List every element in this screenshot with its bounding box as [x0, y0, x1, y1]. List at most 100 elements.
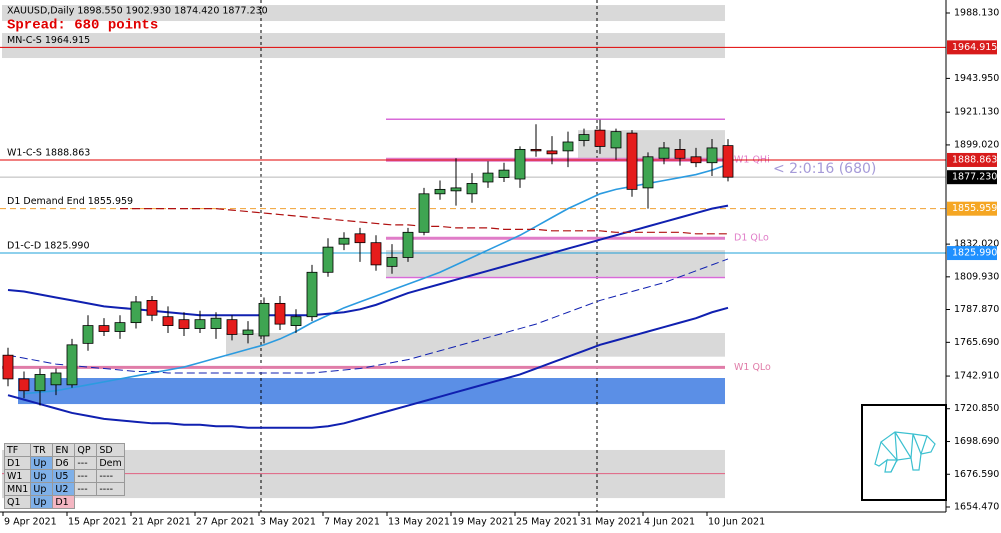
price-tag [947, 201, 997, 216]
candle-body [418, 193, 430, 233]
price-tag [947, 246, 997, 261]
table-row: W1 Up U5 --- ---- [3, 469, 125, 483]
cell: Up [30, 456, 54, 470]
table-row: D1 Up D6 --- Dem [3, 456, 125, 470]
candle-body [130, 301, 142, 324]
x-tick-label: 3 May 2021 [260, 517, 316, 528]
x-tick-label: 21 Apr 2021 [132, 517, 191, 528]
candle-body [114, 322, 126, 332]
price-tag [947, 170, 997, 185]
candle-body [610, 131, 622, 149]
candle-body [370, 242, 382, 266]
level-label: D1-C-D 1825.990 [7, 241, 90, 252]
candle-body [290, 316, 302, 326]
x-tick-label: 15 Apr 2021 [68, 517, 127, 528]
candle-body [210, 317, 222, 329]
y-tick-label: 1943.950 [954, 73, 999, 84]
price-tag-label: 1888.863 [952, 154, 997, 165]
quarter-label: W1 QLo [734, 362, 771, 373]
candle-body [98, 325, 110, 332]
candle-body [338, 237, 350, 245]
cell: D1 [52, 495, 76, 509]
table-header: TF TR EN QP SD [3, 443, 125, 457]
candle-body [466, 183, 478, 195]
cell: Dem [96, 456, 125, 470]
candle-body [722, 145, 734, 178]
x-tick-label: 4 Jun 2021 [644, 517, 695, 528]
candle-body [34, 374, 46, 392]
header-cell: SD [96, 443, 125, 457]
cell: Up [30, 482, 54, 496]
y-tick-label: 1676.590 [954, 469, 999, 480]
cell: W1 [3, 469, 32, 483]
candle-body [514, 148, 526, 180]
header-cell: TR [30, 443, 54, 457]
spread: Spread: 680 points [7, 18, 158, 34]
candle-body [146, 300, 158, 316]
indicator-line [23, 163, 729, 395]
y-tick-label: 1921.130 [954, 107, 999, 118]
y-tick-label: 1832.020 [954, 239, 999, 250]
y-tick-label: 1787.870 [954, 304, 999, 315]
zone [18, 378, 725, 405]
chart-title: XAUUSD,Daily 1898.550 1902.930 1874.420 … [7, 6, 268, 17]
candle-body [434, 188, 446, 195]
indicator-line [7, 204, 729, 317]
price-tag [947, 40, 997, 55]
y-tick-label: 1720.850 [954, 403, 999, 414]
price-tag-label: 1877.230 [952, 172, 997, 183]
zone [2, 33, 725, 59]
candle-body [242, 329, 254, 335]
x-tick-label: 25 May 2021 [516, 517, 578, 528]
candle-body [690, 156, 702, 164]
zone [226, 332, 725, 357]
cell: U2 [52, 482, 76, 496]
candle-body [226, 319, 238, 335]
x-tick-label: 31 May 2021 [580, 517, 642, 528]
level-label: MN-C-S 1964.915 [7, 35, 90, 46]
candle-body [178, 319, 190, 329]
candle-body [322, 246, 334, 273]
candle-body [482, 172, 494, 183]
y-tick-label: 1698.690 [954, 436, 999, 447]
y-tick-label: 1809.930 [954, 271, 999, 282]
candle-body [706, 147, 718, 164]
x-tick-label: 13 May 2021 [388, 517, 450, 528]
candle-body [626, 132, 638, 190]
level-label: W1-C-S 1888.863 [7, 147, 90, 158]
candle-body [258, 302, 270, 337]
y-tick-label: 1899.020 [954, 139, 999, 150]
trend-table: TF TR EN QP SD D1 Up D6 --- Dem W1 Up U5… [3, 443, 125, 509]
x-tick-label: 7 May 2021 [324, 517, 380, 528]
y-tick-label: 1654.470 [954, 502, 999, 513]
table-row: Q1 Up D1 [3, 495, 125, 509]
price-tag-label: 1825.990 [952, 248, 997, 259]
candle-body [82, 325, 94, 344]
zone [386, 250, 725, 277]
header-cell: TF [3, 443, 32, 457]
cell: Q1 [3, 495, 32, 509]
cell: MN1 [3, 482, 32, 496]
candle-body [450, 187, 462, 192]
candle-body [18, 378, 30, 392]
quarter-label: D1 QLo [734, 233, 769, 244]
x-tick-label: 9 Apr 2021 [4, 517, 57, 528]
cell: ---- [96, 469, 125, 483]
price-tag [947, 152, 997, 167]
candle-body [498, 169, 510, 178]
price-tag-label: 1964.915 [952, 42, 997, 53]
table-row: MN1 Up U2 --- ---- [3, 482, 125, 496]
x-tick-label: 10 Jun 2021 [708, 517, 765, 528]
candle-body [594, 129, 606, 147]
indicator-line [7, 258, 729, 374]
cell: --- [74, 482, 98, 496]
candle-body [66, 344, 78, 386]
y-tick-label: 1765.690 [954, 337, 999, 348]
y-tick-label: 1988.130 [954, 7, 999, 18]
candle-body [402, 231, 414, 258]
y-tick-label: 1742.910 [954, 371, 999, 382]
indicator-line [7, 306, 729, 429]
header-cell: QP [74, 443, 98, 457]
candle-body [578, 134, 590, 141]
candle-body [194, 319, 206, 329]
